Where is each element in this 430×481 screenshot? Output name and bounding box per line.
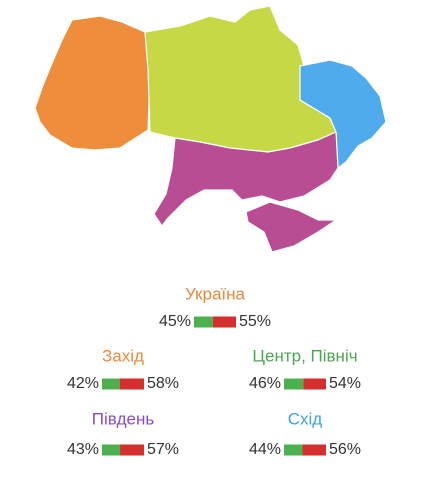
value-left: 43%	[67, 441, 99, 458]
value-left: 45%	[159, 313, 191, 330]
bar-no	[120, 444, 144, 456]
bar-yes	[284, 444, 303, 456]
value-right: 57%	[147, 441, 179, 458]
value-right: 56%	[329, 441, 361, 458]
map-south	[153, 131, 339, 227]
bar-no	[302, 444, 326, 456]
value-right: 54%	[329, 375, 361, 392]
value-left: 44%	[249, 441, 281, 458]
region-name: Україна	[185, 284, 245, 303]
map	[34, 5, 387, 253]
map-crimea	[245, 201, 337, 253]
region-name: Центр, Північ	[252, 346, 357, 365]
bar-no	[119, 378, 144, 390]
bar-yes	[284, 378, 304, 390]
value-right: 58%	[147, 375, 179, 392]
map-east	[299, 59, 387, 169]
region-name: Південь	[92, 409, 155, 428]
region-name: Захід	[102, 346, 144, 365]
bar-no	[303, 378, 326, 390]
bar-no	[212, 316, 236, 328]
region-name: Схід	[288, 409, 323, 428]
bar-yes	[102, 378, 120, 390]
bar-yes	[102, 444, 121, 456]
value-left: 46%	[249, 375, 281, 392]
bar-yes	[194, 316, 213, 328]
value-left: 42%	[67, 375, 99, 392]
value-right: 55%	[239, 313, 271, 330]
map-west	[34, 15, 151, 151]
